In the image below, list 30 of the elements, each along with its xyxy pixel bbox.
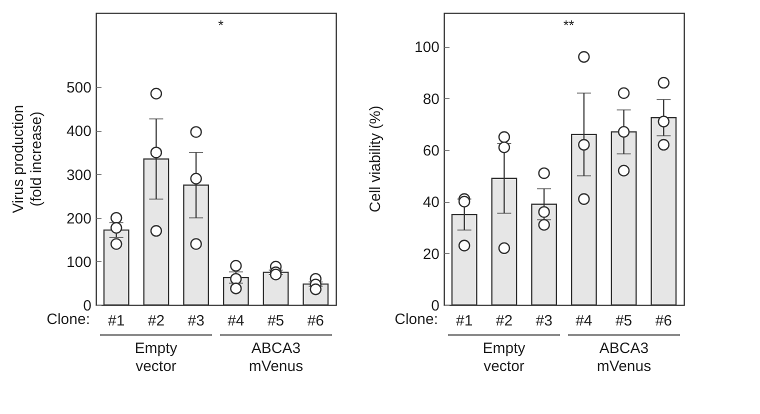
x-tick-label: #1: [108, 312, 125, 330]
y-tick-label: 100: [414, 39, 440, 56]
y-tick-label: 500: [66, 80, 92, 97]
y-tick-label: 200: [66, 210, 92, 228]
y-tick-label: 40: [422, 194, 440, 212]
x-tick-label: #3: [536, 312, 552, 330]
y-tick-label: 100: [66, 254, 92, 271]
text: Empty vector: [134, 340, 178, 375]
text: ABCA3 mVenus: [248, 340, 304, 375]
x-tick-label: #6: [655, 312, 672, 330]
y-axis-title: Cell viability (%): [367, 106, 384, 212]
x-tick-label: #3: [188, 312, 204, 330]
y-tick-label: 20: [422, 246, 440, 263]
text: ABCA3 mVenus: [596, 340, 652, 375]
y-tick-label: 60: [422, 142, 440, 160]
x-tick-label: #1: [456, 312, 473, 330]
x-tick-label: #4: [576, 312, 592, 330]
x-tick-label: #6: [307, 312, 324, 330]
annotation: **: [563, 17, 575, 33]
x-tick-label: #2: [148, 312, 165, 330]
x-tick-label: #5: [615, 312, 632, 330]
x-tick-label: #5: [267, 312, 284, 330]
y-tick-label: 80: [422, 90, 440, 108]
x-tick-label: #2: [496, 312, 513, 330]
text: Empty vector: [482, 340, 526, 375]
y-axis-title: Virus production (fold increase): [10, 104, 45, 214]
y-tick-label: 300: [66, 166, 92, 184]
annotation: *: [218, 17, 224, 33]
y-tick-label: 400: [66, 123, 92, 140]
x-tick-label: #4: [228, 312, 244, 330]
